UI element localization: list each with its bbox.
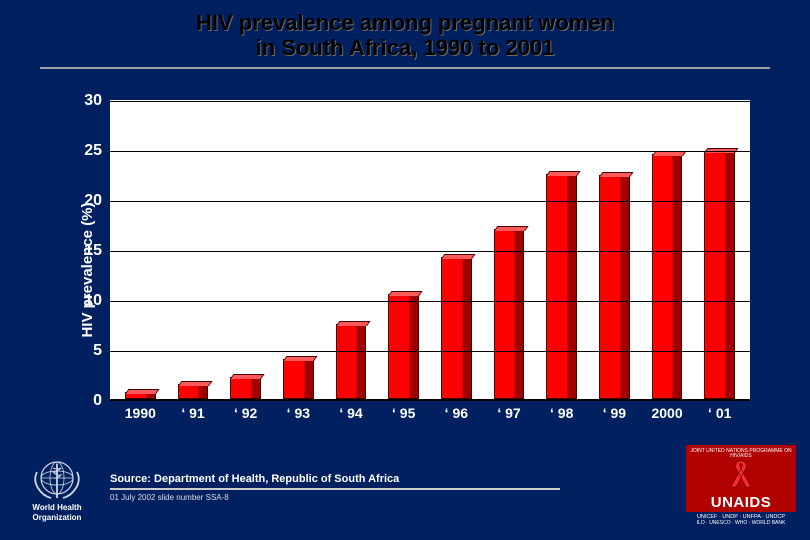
y-tick-label: 0 [70, 392, 110, 410]
title-underline [40, 67, 770, 69]
y-tick-label: 20 [70, 192, 110, 210]
bar [283, 359, 314, 399]
gridline [110, 201, 750, 202]
footer: Source: Department of Health, Republic o… [110, 469, 680, 502]
y-axis-label: HIV prevalence (%) [79, 202, 96, 337]
x-tick-label: ‘ 93 [287, 405, 310, 421]
title-line-1: HIV prevalence among pregnant women [40, 10, 770, 35]
who-label-1: World Health [18, 504, 96, 512]
bar [599, 175, 630, 399]
gridline [110, 151, 750, 152]
bar [494, 229, 525, 399]
gridline [110, 251, 750, 252]
gridline [110, 101, 750, 102]
source-citation: Source: Department of Health, Republic o… [110, 473, 560, 490]
bar [388, 294, 419, 399]
who-logo: World Health Organization [18, 458, 96, 522]
y-tick-label: 10 [70, 292, 110, 310]
unaids-box: JOINT UNITED NATIONS PROGRAMME ON HIV/AI… [686, 445, 796, 512]
who-label-2: Organization [18, 514, 96, 522]
bar [546, 174, 577, 399]
y-tick-label: 30 [70, 92, 110, 110]
bar [336, 324, 367, 399]
x-tick-label: ‘ 01 [708, 405, 731, 421]
y-tick-label: 5 [70, 342, 110, 360]
x-tick-label: 2000 [651, 405, 682, 421]
bar [230, 377, 261, 399]
bar [441, 257, 472, 399]
x-tick-label: ‘ 96 [445, 405, 468, 421]
x-tick-label: ‘ 98 [550, 405, 573, 421]
unaids-wordmark: UNAIDS [688, 495, 794, 510]
plot-area: 1990‘ 91‘ 92‘ 93‘ 94‘ 95‘ 96‘ 97‘ 98‘ 99… [110, 100, 750, 400]
x-tick-label: ‘ 91 [181, 405, 204, 421]
unaids-agencies-2: ILO · UNESCO · WHO · WORLD BANK [686, 521, 796, 527]
aids-ribbon-icon [728, 459, 754, 489]
gridline [110, 351, 750, 352]
bar [178, 384, 209, 399]
unaids-logo: JOINT UNITED NATIONS PROGRAMME ON HIV/AI… [686, 445, 796, 526]
bar [704, 151, 735, 399]
x-tick-label: 1990 [125, 405, 156, 421]
title-line-2: in South Africa, 1990 to 2001 [40, 35, 770, 60]
bar [652, 154, 683, 399]
slide-info: 01 July 2002 slide number SSA-8 [110, 493, 680, 502]
bar [125, 392, 156, 399]
x-tick-label: ‘ 94 [339, 405, 362, 421]
chart: HIV prevalence (%) 1990‘ 91‘ 92‘ 93‘ 94‘… [40, 100, 770, 440]
unaids-tagline: JOINT UNITED NATIONS PROGRAMME ON HIV/AI… [688, 449, 794, 459]
title-block: HIV prevalence among pregnant women in S… [0, 0, 810, 75]
y-tick-label: 15 [70, 242, 110, 260]
x-tick-label: ‘ 99 [603, 405, 626, 421]
who-emblem-icon [31, 458, 83, 502]
x-tick-label: ‘ 97 [497, 405, 520, 421]
x-tick-label: ‘ 92 [234, 405, 257, 421]
x-tick-label: ‘ 95 [392, 405, 415, 421]
gridline [110, 301, 750, 302]
y-tick-label: 25 [70, 142, 110, 160]
